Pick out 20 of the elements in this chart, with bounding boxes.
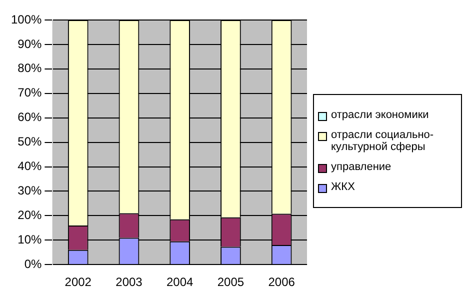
legend-label: управление [331, 160, 392, 172]
y-tick-label: 0% [24, 256, 42, 271]
y-tick-label: 60% [18, 110, 42, 124]
legend-label: отрасли экономики [331, 108, 429, 120]
legend-label: отрасли социально-культурной сферы [331, 128, 435, 152]
y-tick-label: 50% [18, 134, 42, 149]
y-tick-label: 80% [18, 61, 42, 76]
y-tick-label: 70% [18, 86, 42, 100]
x-tick-label: 2005 [217, 275, 244, 290]
y-tick-label: 40% [18, 159, 42, 174]
x-tick-label: 2002 [64, 275, 92, 290]
x-tick-label: 2006 [268, 275, 296, 290]
x-tick-label: 2004 [166, 275, 194, 290]
x-tick-label: 2003 [116, 275, 143, 290]
legend-label: ЖКХ [331, 180, 355, 192]
y-tick-label: 30% [18, 184, 42, 198]
y-tick-label: 10% [18, 232, 42, 246]
y-tick-label: 100% [10, 12, 42, 26]
y-tick-label: 90% [18, 36, 42, 51]
y-tick-label: 20% [18, 208, 42, 222]
